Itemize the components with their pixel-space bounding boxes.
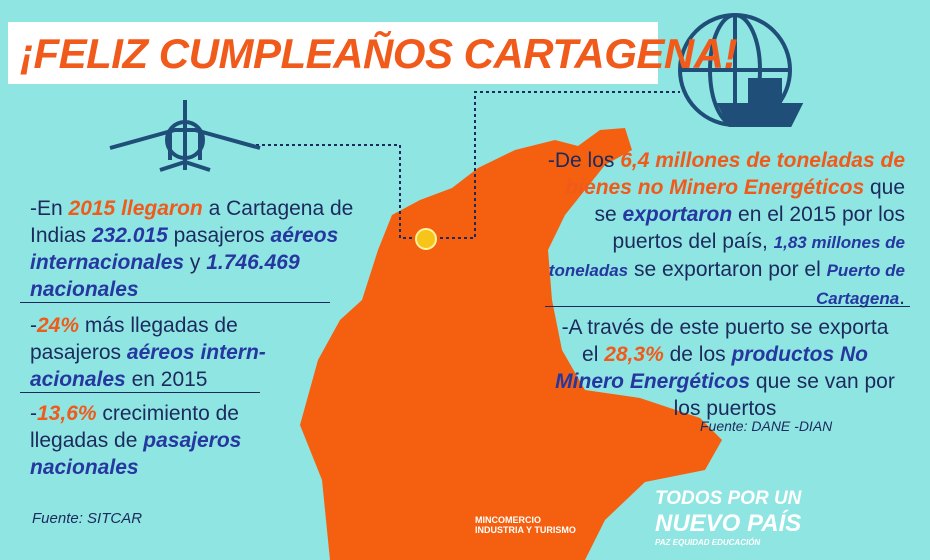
highlight: exportaron: [622, 203, 733, 226]
highlight: 24%: [37, 314, 80, 337]
colombia-map: [300, 128, 722, 560]
slogan-logo: TODOS POR UN NUEVO PAÍS PAZ EQUIDAD EDUC…: [655, 488, 801, 547]
separator: [545, 306, 910, 307]
highlight: 232.015: [91, 224, 168, 247]
plane-icon: [109, 100, 261, 172]
text: más llegadas de pasajeros: [30, 314, 238, 364]
text: .: [899, 286, 905, 309]
logo-text: TODOS POR UN: [655, 488, 802, 509]
text: se exportaron por el: [628, 258, 827, 281]
cartagena-marker: [415, 228, 437, 250]
highlight: 13,6%: [37, 402, 97, 425]
highlight: Puerto de Cartagena: [816, 261, 905, 308]
text: de los: [663, 343, 732, 366]
text: -A través de este puerto se exporta el: [561, 316, 889, 366]
text: -En: [30, 197, 69, 220]
text: en el 2015 por los puertos del país,: [612, 203, 905, 253]
source: Fuente: DANE -DIAN: [700, 418, 833, 434]
title: ¡FELIZ CUMPLEAÑOS CARTAGENA!: [20, 30, 738, 77]
title-banner: [8, 22, 658, 84]
separator: [20, 302, 330, 303]
text: pasajeros: [167, 224, 271, 247]
globe-ship-icon: [678, 13, 804, 127]
left-paragraph: -13,6% crecimiento de llegadas de pasaje…: [30, 400, 280, 481]
right-paragraph: -A través de este puerto se exporta el 2…: [555, 314, 895, 422]
highlight: 1.746.469 nacionales: [30, 251, 300, 301]
logo-text: INDUSTRIA Y TURISMO: [475, 525, 576, 535]
left-paragraph: -24% más llegadas de pasajeros aéreos in…: [30, 312, 300, 393]
text: en 2015: [125, 368, 208, 391]
logo-text: MINCOMERCIO: [475, 515, 541, 525]
highlight: 1,83 millones de toneladas: [548, 233, 905, 280]
highlight: pasajeros nacionales: [30, 429, 242, 479]
highlight: aéreos intern-acionales: [30, 341, 266, 391]
text: -De los: [547, 149, 621, 172]
highlight: 2015 llegaron: [68, 197, 203, 220]
source: Fuente: SITCAR: [32, 510, 143, 527]
highlight: 6,4 millones de toneladas de bienes no M…: [565, 149, 905, 199]
text: que se: [594, 176, 906, 226]
text: -: [30, 402, 37, 425]
left-paragraph: -En 2015 llegaron a Cartagena de Indias …: [30, 195, 360, 303]
text: a Cartagena de Indias: [30, 197, 354, 247]
text: -: [30, 314, 37, 337]
highlight: aéreos internacionales: [30, 224, 339, 274]
text: y: [184, 251, 207, 274]
dotted-connector: [428, 91, 680, 239]
dotted-connector: [250, 144, 425, 239]
text: crecimiento de llegadas de: [30, 402, 239, 452]
highlight: productos No Minero Energéticos: [555, 343, 868, 393]
highlight: 28,3%: [604, 343, 664, 366]
logo-text: PAZ EQUIDAD EDUCACIÓN: [655, 538, 761, 547]
right-paragraph: -De los 6,4 millones de toneladas de bie…: [540, 147, 905, 312]
logo-text: NUEVO PAÍS: [655, 510, 802, 537]
ministry-logo: MINCOMERCIO INDUSTRIA Y TURISMO: [475, 515, 576, 535]
text: que se van por los puertos: [673, 370, 895, 420]
separator: [20, 392, 260, 393]
